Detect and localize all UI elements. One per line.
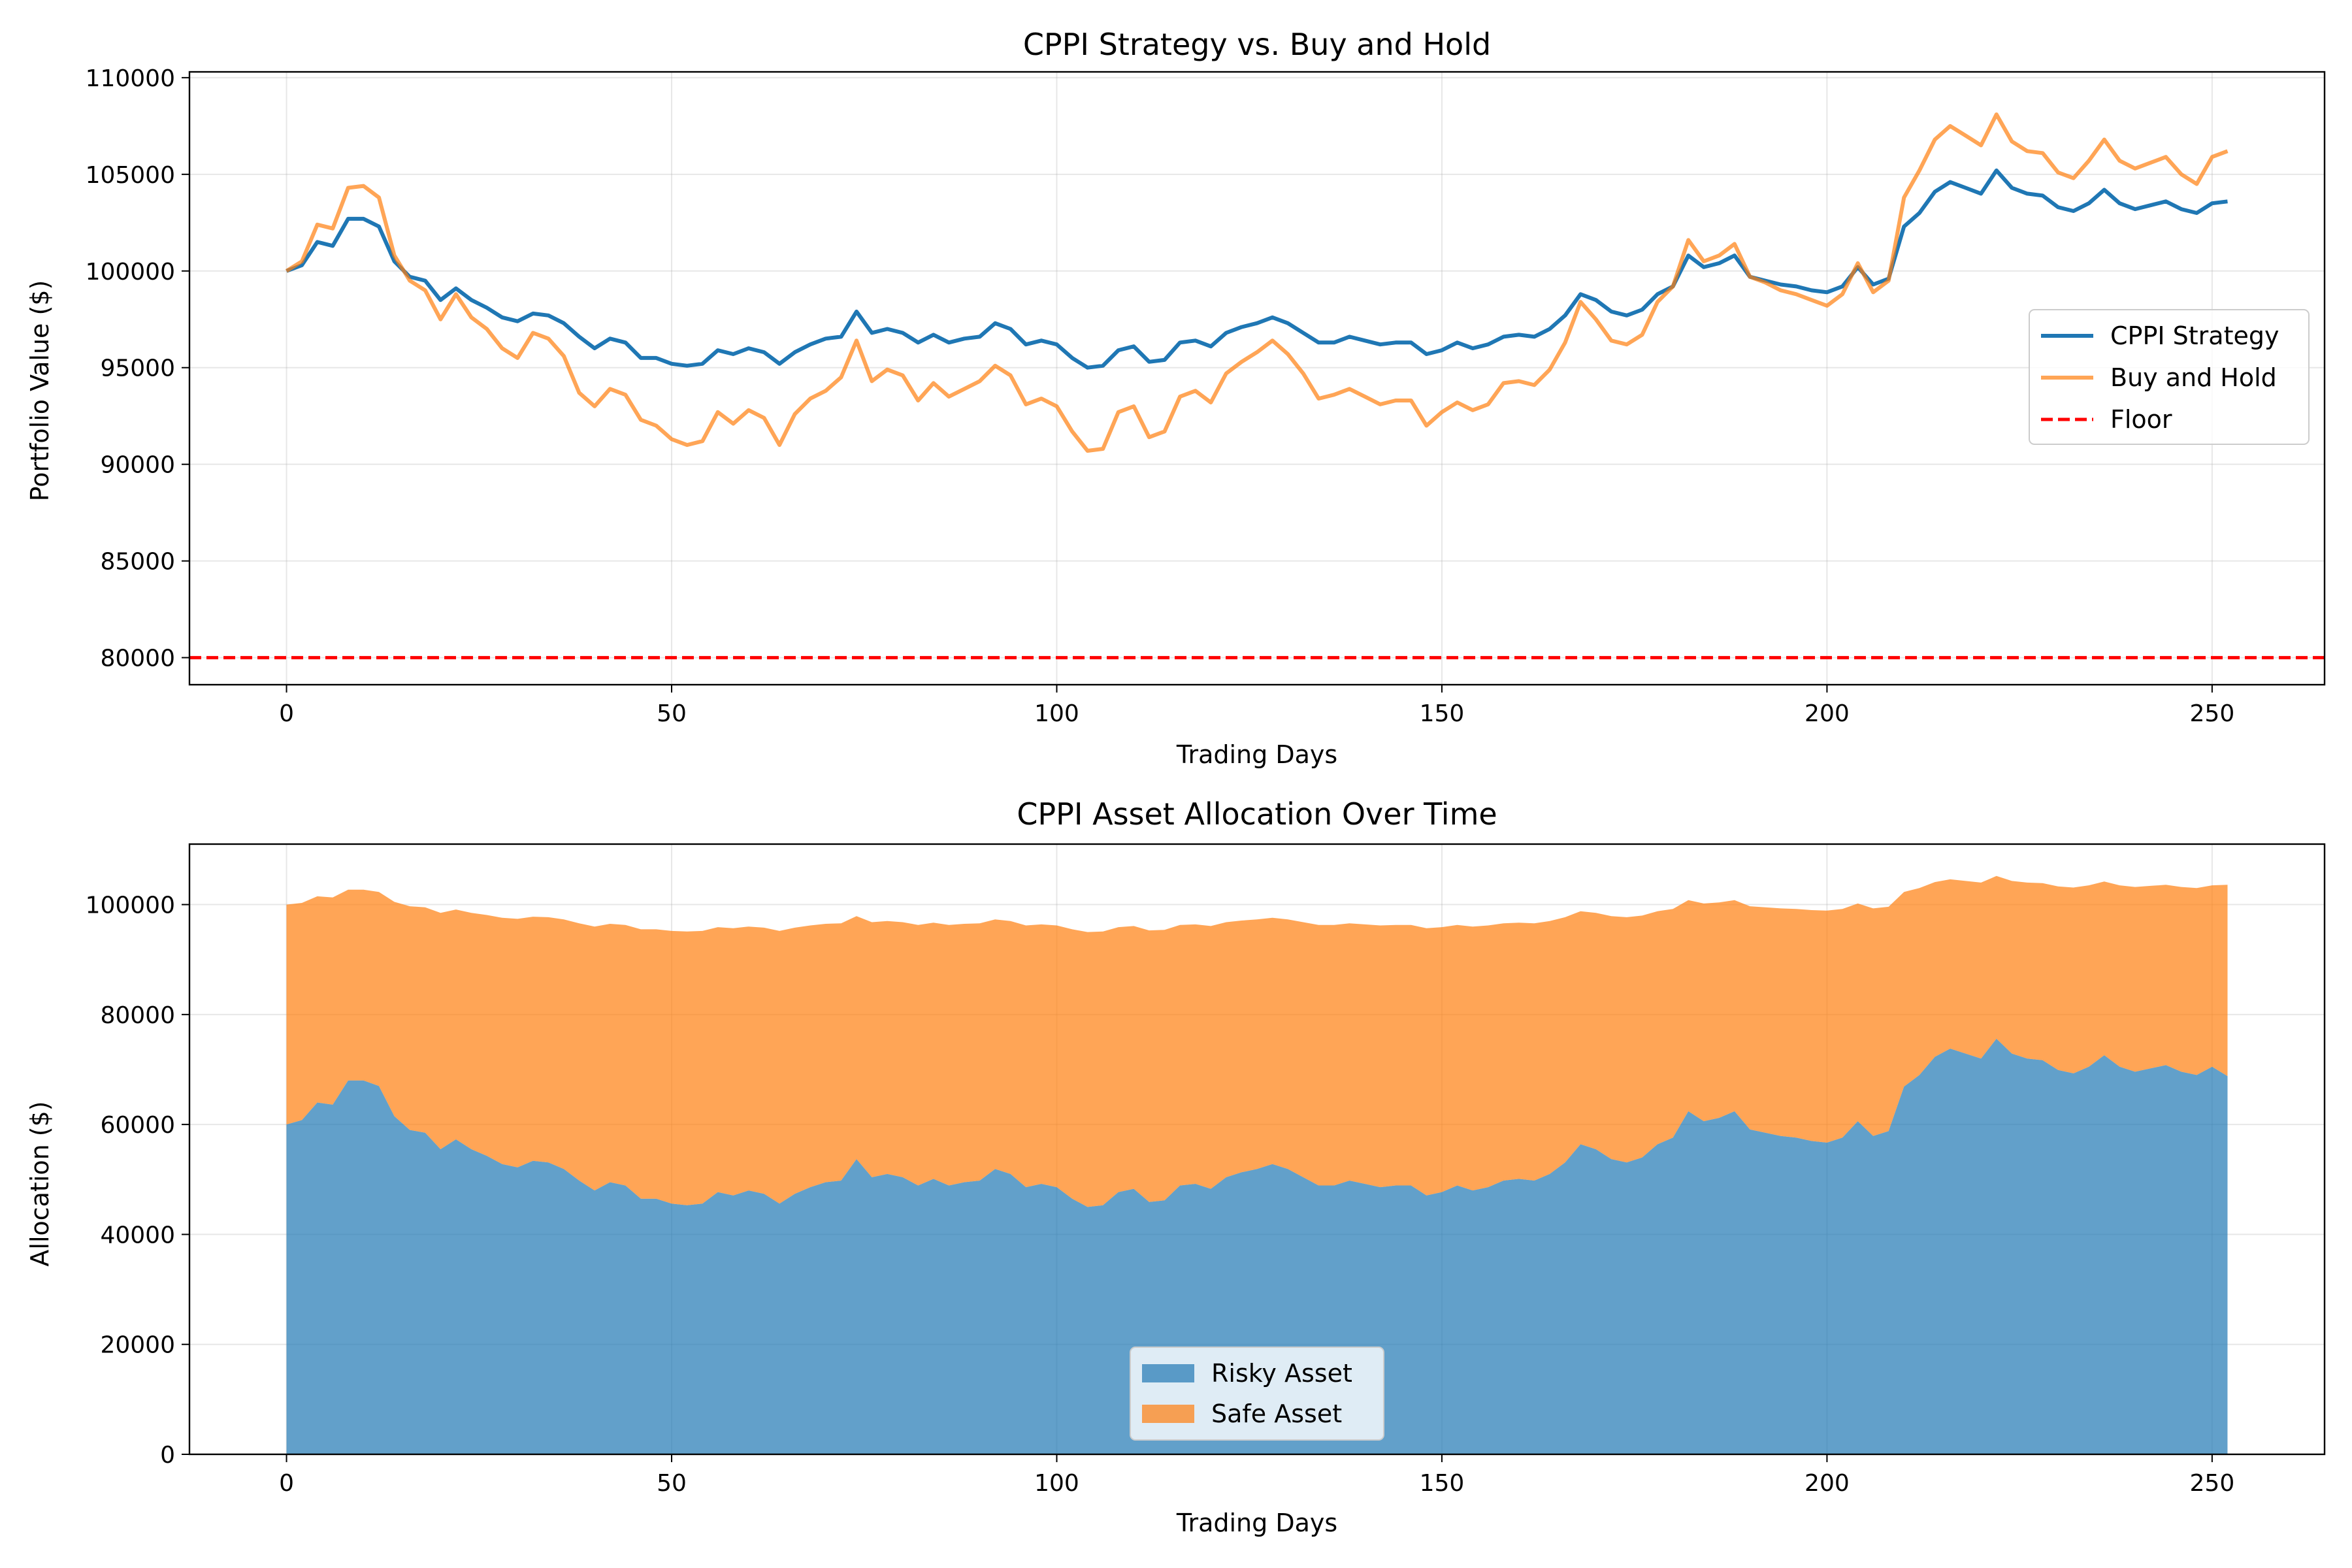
- x-tick-label: 0: [279, 700, 294, 727]
- legend: CPPI Strategy Buy and Hold Floor: [2029, 309, 2310, 445]
- x-tick-label: 100: [1034, 700, 1079, 727]
- legend-swatch-safe-asset: [1142, 1405, 1194, 1423]
- y-tick-label: 100000: [86, 259, 175, 286]
- legend: Risky Asset Safe Asset: [1130, 1347, 1384, 1441]
- x-tick-label: 200: [1805, 1470, 1850, 1497]
- cppi-vs-buyhold-chart: CPPI Strategy vs. Buy and Hold 0 50 100 150…: [25, 27, 2326, 769]
- risky-asset-area: [286, 1038, 2228, 1454]
- gridlines: [189, 72, 2325, 685]
- legend-label-buy-and-hold: Buy and Hold: [2110, 363, 2277, 392]
- plot-area: [189, 112, 2325, 660]
- axes-frame: [188, 71, 2326, 686]
- tick-labels: 0 50 100 150 200 250 0 20000 40000 60000 80000 1000…: [86, 892, 2235, 1497]
- safe-asset-area: [286, 875, 2228, 1207]
- x-tick-label: 250: [2190, 1470, 2235, 1497]
- y-tick-label: 20000: [100, 1332, 175, 1359]
- legend-box: [2029, 309, 2310, 445]
- plot-area: [286, 875, 2228, 1454]
- y-tick-label: 100000: [86, 892, 175, 919]
- y-axis-label: Portfolio Value ($): [25, 280, 54, 502]
- chart-title: CPPI Asset Allocation Over Time: [1017, 796, 1497, 832]
- x-tick-label: 0: [279, 1470, 294, 1497]
- buy-and-hold-line: [285, 112, 2229, 453]
- x-tick-label: 250: [2190, 700, 2235, 727]
- x-tick-label: 200: [1805, 700, 1850, 727]
- legend-label-risky-asset: Risky Asset: [1211, 1359, 1352, 1388]
- legend-label-safe-asset: Safe Asset: [1211, 1399, 1342, 1428]
- asset-allocation-chart: CPPI Asset Allocation Over Time 0 50 100 15…: [25, 796, 2326, 1537]
- legend-label-cppi-strategy: CPPI Strategy: [2110, 321, 2279, 350]
- cppi-strategy-line: [286, 168, 2228, 370]
- x-tick-label: 150: [1420, 700, 1465, 727]
- y-tick-label: 60000: [100, 1112, 175, 1139]
- y-tick-label: 0: [160, 1442, 175, 1469]
- y-tick-label: 105000: [86, 162, 175, 189]
- x-axis-label: Trading Days: [1176, 740, 1337, 769]
- axes-frame: [188, 843, 2326, 1456]
- y-tick-label: 110000: [86, 65, 175, 92]
- y-tick-label: 90000: [100, 452, 175, 479]
- x-tick-label: 50: [657, 700, 687, 727]
- chart-title: CPPI Strategy vs. Buy and Hold: [1023, 27, 1491, 62]
- x-tick-label: 50: [657, 1470, 687, 1497]
- tick-labels: 0 50 100 150 200 250 80000 85000 90000 95000 10000…: [86, 65, 2235, 727]
- y-tick-label: 85000: [100, 549, 175, 576]
- y-tick-label: 80000: [100, 645, 175, 672]
- x-tick-label: 150: [1420, 1470, 1465, 1497]
- y-tick-label: 40000: [100, 1222, 175, 1249]
- y-tick-label: 95000: [100, 355, 175, 382]
- legend-label-floor: Floor: [2110, 405, 2172, 434]
- series-group: [189, 112, 2325, 660]
- legend-swatch-risky-asset: [1142, 1364, 1194, 1382]
- y-axis-label: Allocation ($): [25, 1101, 54, 1266]
- x-tick-label: 100: [1034, 1470, 1079, 1497]
- x-axis-label: Trading Days: [1176, 1509, 1337, 1537]
- y-tick-label: 80000: [100, 1002, 175, 1029]
